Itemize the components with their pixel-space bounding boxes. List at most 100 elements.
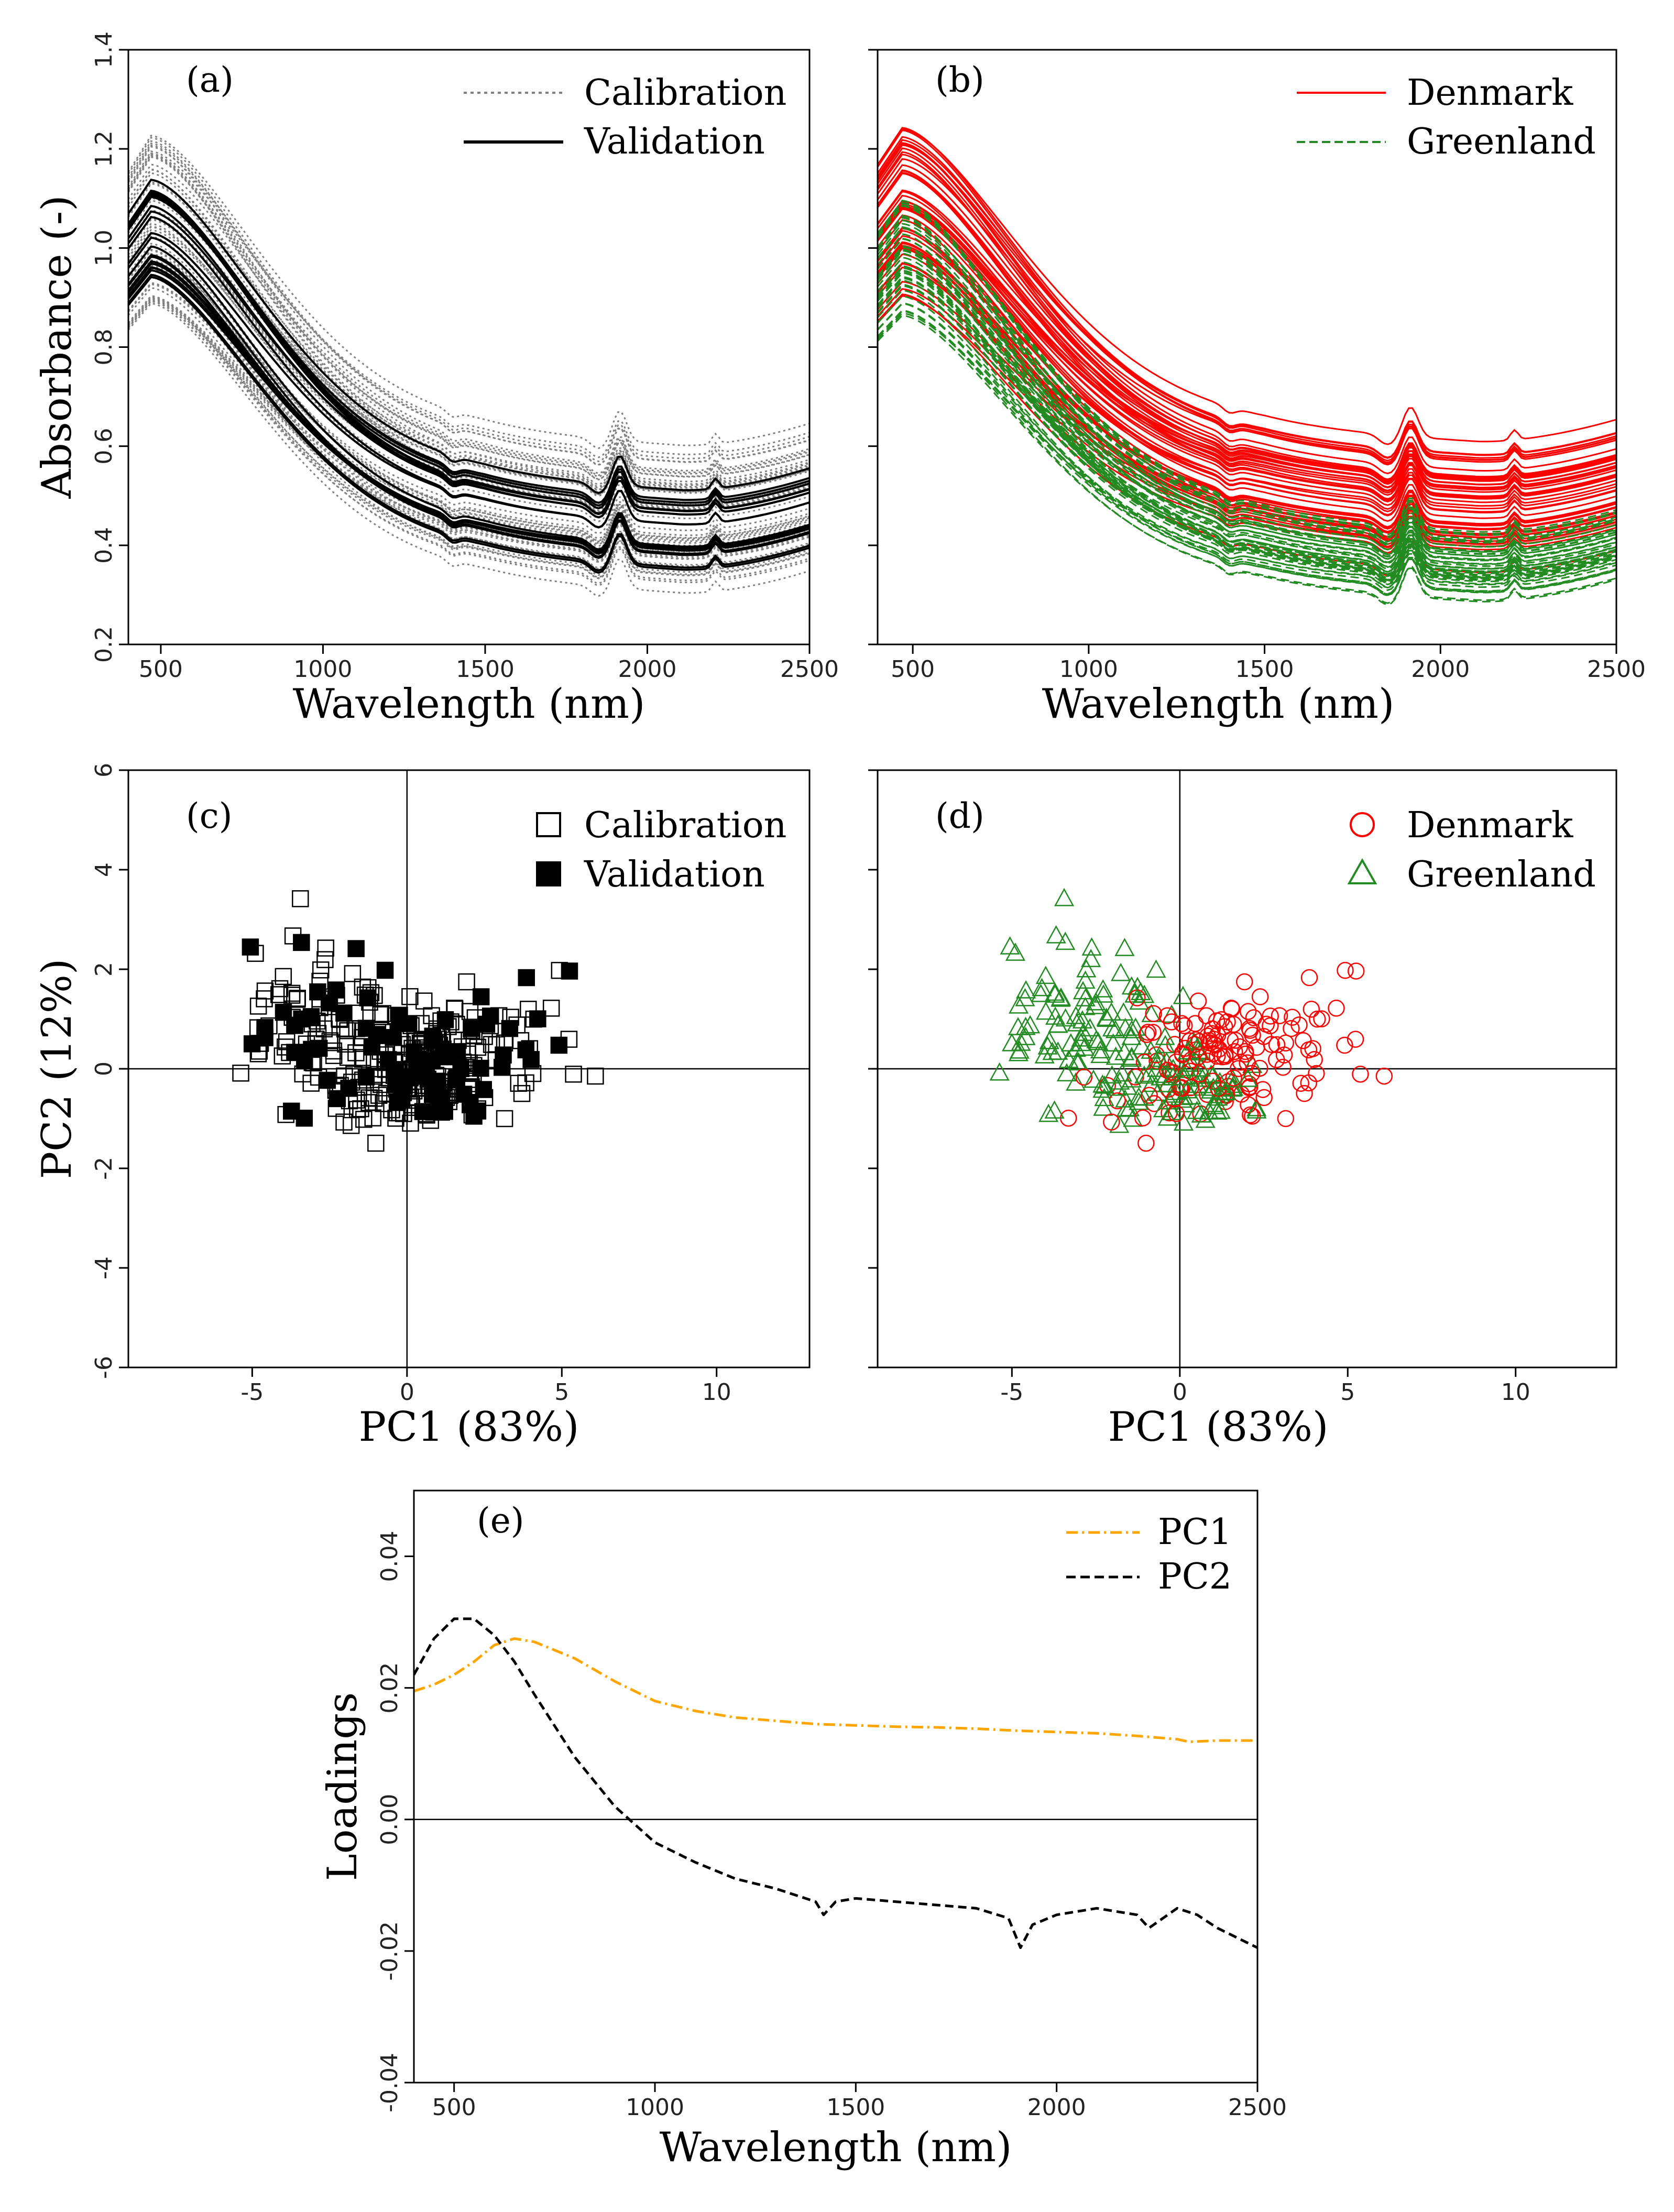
greenland-point: [1008, 995, 1029, 1014]
validation-point: [293, 1010, 310, 1028]
spectrum-line: [878, 276, 1616, 576]
calibration-point: [247, 945, 264, 962]
spectrum-line: [878, 207, 1616, 522]
denmark-point: [1292, 1075, 1309, 1092]
spectrum-line: [128, 236, 809, 551]
spectrum-line: [878, 312, 1616, 588]
x-tick-label: 5: [1340, 1379, 1355, 1406]
greenland-point: [1066, 1038, 1087, 1057]
greenland-point: [1146, 959, 1166, 978]
denmark-point: [1219, 1013, 1236, 1031]
validation-point: [472, 988, 490, 1005]
denmark-point: [1186, 1015, 1204, 1032]
greenland-point: [1150, 1048, 1170, 1067]
panel-d-pca-scores-denmark-greenland: -5 0 5 10 (d) Denmark Greenland PC1 (83%): [868, 769, 1617, 1451]
greenland-point: [1129, 1091, 1149, 1110]
y-tick-label: 1.0: [91, 229, 117, 266]
legend-validation-label: Validation: [584, 854, 765, 895]
legend-greenland-marker: [1347, 858, 1377, 884]
greenland-point: [1222, 1069, 1243, 1088]
denmark-point: [1173, 1079, 1190, 1097]
spectrum-line: [878, 266, 1616, 583]
denmark-point: [1226, 1043, 1243, 1060]
greenland-point: [1066, 1072, 1086, 1091]
calibration-point: [395, 1105, 412, 1122]
spectrum-line: [128, 215, 809, 513]
greenland-point: [1072, 1010, 1092, 1029]
greenland-point: [1103, 1033, 1123, 1052]
greenland-point: [1090, 1045, 1111, 1063]
panel-a-ticks: 500 1000 1500 2000 2500 0.2 0.4 0.6 0.8 1.0 1.2 1.4: [91, 31, 839, 683]
denmark-point: [1209, 1026, 1227, 1044]
panel-a-plot-area: [128, 135, 809, 597]
calibration-point: [283, 987, 301, 1004]
calibration-point: [476, 1089, 494, 1107]
calibration-point: [277, 1038, 294, 1056]
panel-e-frame: [413, 1490, 1259, 2084]
denmark-point: [1138, 1026, 1155, 1043]
calibration-point: [430, 1031, 447, 1048]
y-tick-label: 0.02: [376, 1662, 403, 1714]
denmark-point: [1300, 969, 1318, 987]
y-tick-label: 4: [91, 862, 117, 877]
spectrum-line: [878, 171, 1616, 485]
greenland-point: [1093, 984, 1114, 1003]
denmark-point: [1303, 1001, 1320, 1018]
denmark-point: [1216, 1018, 1233, 1035]
denmark-point: [1208, 1047, 1226, 1065]
spectrum-line: [878, 227, 1616, 551]
validation-point: [463, 1020, 480, 1037]
spectrum-line: [878, 205, 1616, 512]
validation-point: [425, 1103, 443, 1121]
calibration-point: [423, 1007, 440, 1024]
spectrum-line: [128, 263, 809, 555]
calibration-point: [374, 1005, 391, 1022]
greenland-point: [1107, 1077, 1127, 1096]
x-tick-label: 1000: [626, 2094, 684, 2121]
greenland-point: [1073, 981, 1093, 1000]
legend-validation-marker: [536, 861, 561, 886]
greenland-point: [1034, 1045, 1055, 1064]
greenland-point: [1075, 997, 1096, 1015]
y-tick-label: 1.2: [91, 130, 117, 167]
spectrum-line: [878, 191, 1616, 501]
spectrum-line: [878, 247, 1616, 547]
greenland-point: [1177, 1080, 1198, 1099]
greenland-point: [1132, 1036, 1152, 1055]
panel-e-legend: PC1 PC2: [1066, 1512, 1232, 1597]
denmark-point: [1275, 1046, 1293, 1064]
validation-point: [529, 1010, 546, 1027]
greenland-point: [1238, 1068, 1258, 1087]
spectrum-line: [878, 245, 1616, 528]
spectrum-line: [128, 191, 809, 519]
validation-point: [303, 1041, 320, 1058]
denmark-point: [1145, 1005, 1162, 1022]
denmark-point: [1191, 1065, 1209, 1083]
calibration-point: [344, 965, 362, 982]
legend-denmark-label: Denmark: [1407, 72, 1573, 114]
greenland-point: [1038, 1103, 1059, 1122]
denmark-point: [1222, 1000, 1240, 1017]
x-tick-label: -5: [240, 1379, 264, 1406]
calibration-point: [401, 1046, 419, 1064]
spectrum-line: [128, 225, 809, 522]
greenland-point: [1031, 983, 1051, 1002]
spectrum-line: [878, 271, 1616, 581]
spectrum-line: [878, 217, 1616, 546]
spectrum-line: [878, 289, 1616, 595]
calibration-point: [440, 1084, 457, 1102]
greenland-point: [1088, 1032, 1109, 1050]
calibration-point: [461, 1071, 478, 1088]
calibration-point: [519, 1001, 537, 1018]
calibration-point: [355, 1111, 373, 1128]
calibration-point: [289, 990, 306, 1007]
y-tick-label: -6: [91, 1356, 117, 1379]
greenland-point: [1121, 1048, 1142, 1067]
denmark-point: [1352, 1065, 1369, 1083]
spectrum-line: [878, 265, 1616, 578]
x-tick-label: 10: [702, 1379, 731, 1406]
panel-a-y-axis-title: Absorbance (-): [34, 195, 81, 499]
greenland-point: [1055, 1008, 1076, 1027]
calibration-point: [317, 939, 334, 957]
x-tick-label: 2000: [618, 656, 676, 683]
